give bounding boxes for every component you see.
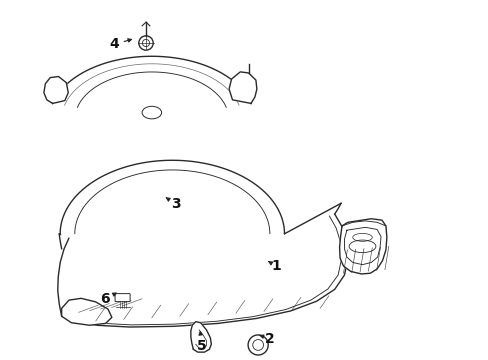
Text: 1: 1 (268, 259, 281, 273)
Text: 5: 5 (197, 332, 206, 353)
Text: 4: 4 (109, 37, 131, 51)
Polygon shape (44, 77, 68, 103)
FancyBboxPatch shape (115, 294, 130, 302)
Polygon shape (339, 219, 386, 274)
Text: 6: 6 (100, 292, 116, 306)
Polygon shape (228, 72, 256, 103)
Polygon shape (61, 298, 112, 325)
Polygon shape (190, 321, 211, 352)
Text: 2: 2 (259, 332, 274, 346)
Text: 3: 3 (166, 197, 181, 211)
